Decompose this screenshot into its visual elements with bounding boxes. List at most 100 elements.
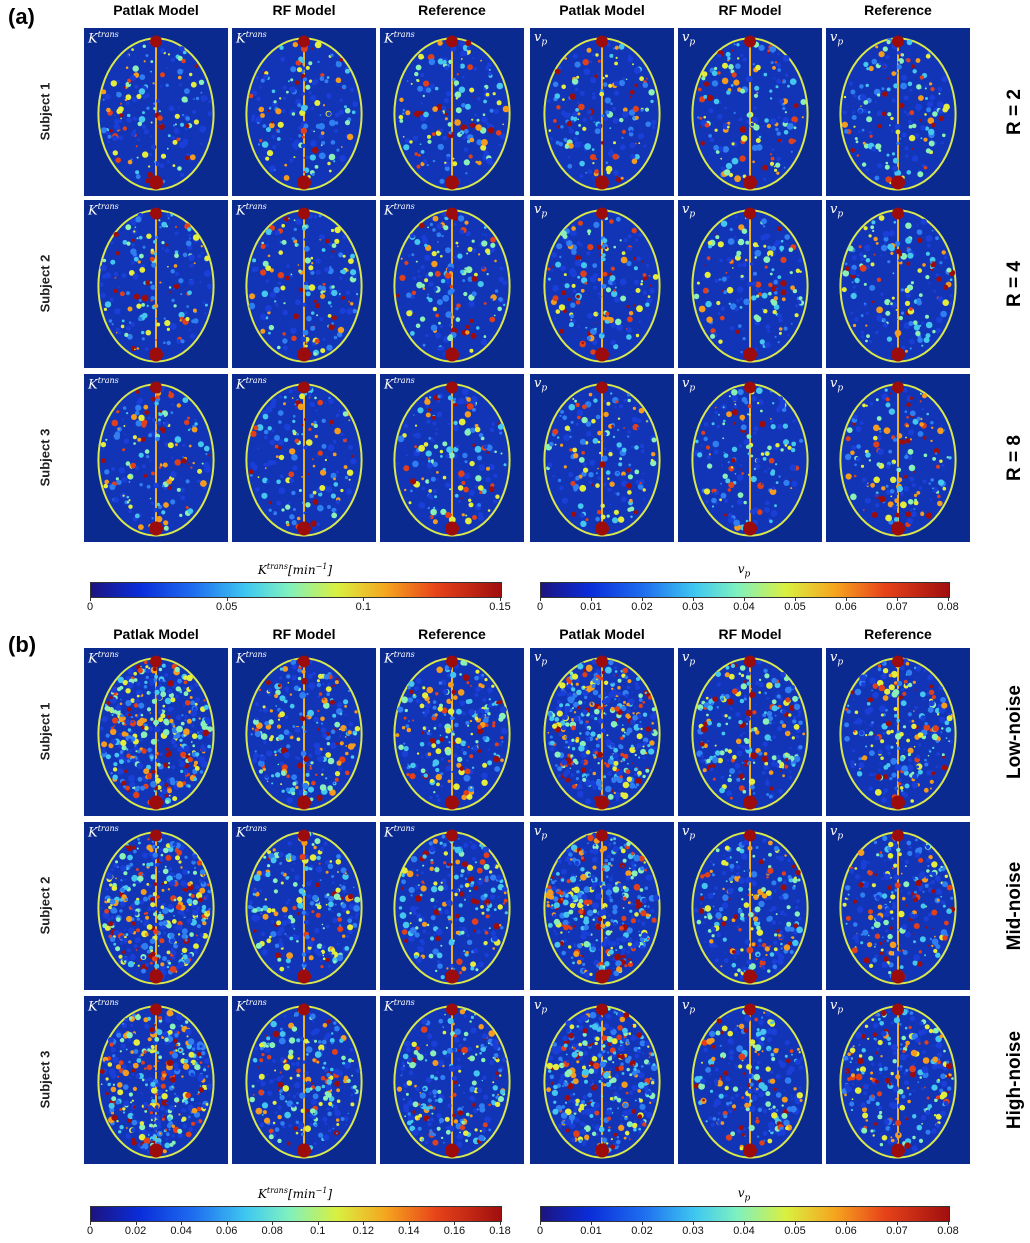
map-type-tag: Ktrans: [88, 30, 119, 47]
colorbar-tick-label: 0.06: [835, 601, 857, 613]
colorbar-tick-mark: [540, 597, 541, 601]
colorbar-tick-label: 0.04: [733, 1225, 755, 1237]
map-type-tag: Ktrans: [236, 650, 267, 667]
brain-map-image: vp: [826, 996, 970, 1164]
colorbar-title: vp: [737, 1186, 751, 1204]
brain-map-image: Ktrans: [232, 200, 376, 368]
brain-map-image: Ktrans: [232, 996, 376, 1164]
map-type-tag: Ktrans: [88, 824, 119, 841]
colorbar-tick-label: 0: [536, 601, 544, 613]
brain-map-image: Ktrans: [84, 200, 228, 368]
colorbar-tick-label: 0.04: [170, 1225, 192, 1237]
brain-map-image: Ktrans: [380, 374, 524, 542]
colorbar-tick-mark: [897, 1221, 898, 1225]
colorbar-tick-mark: [272, 1221, 274, 1225]
colorbar-tick-label: 0.03: [682, 601, 704, 613]
brain-map-image: Ktrans: [84, 648, 228, 816]
colorbar-tick-label: 0.02: [631, 601, 653, 613]
brain-map-image: Ktrans: [84, 996, 228, 1164]
colorbar-tick-mark: [90, 1221, 91, 1225]
map-type-tag: vp: [682, 202, 696, 220]
brain-map-image: Ktrans: [380, 200, 524, 368]
colorbar-tick-label: 0.01: [580, 1225, 602, 1237]
column-header: Patlak Model: [559, 2, 645, 18]
colorbar-tick-label: 0.14: [398, 1225, 420, 1237]
brain-map-image: Ktrans: [380, 822, 524, 990]
colorbar-tick-label: 0.08: [261, 1225, 283, 1237]
map-type-tag: vp: [682, 998, 696, 1016]
colorbar: [90, 1206, 502, 1222]
colorbar-tick-mark: [846, 1221, 847, 1225]
map-type-tag: vp: [534, 376, 548, 394]
brain-map-image: vp: [530, 374, 674, 542]
colorbar-tick-label: 0.07: [886, 1225, 908, 1237]
map-type-tag: Ktrans: [384, 202, 415, 219]
column-header: Reference: [864, 626, 932, 642]
colorbar-tick-mark: [897, 597, 898, 601]
brain-map-image: vp: [826, 648, 970, 816]
map-type-tag: Ktrans: [236, 30, 267, 47]
colorbar-tick-mark: [226, 1221, 228, 1225]
map-type-tag: Ktrans: [384, 376, 415, 393]
map-type-tag: Ktrans: [236, 376, 267, 393]
brain-map-image: vp: [678, 28, 822, 196]
colorbar-tick-label: 0.03: [682, 1225, 704, 1237]
brain-map-image: vp: [826, 200, 970, 368]
colorbar-tick-label: 0.08: [937, 601, 959, 613]
colorbar: [540, 1206, 950, 1222]
map-type-tag: vp: [534, 650, 548, 668]
map-type-tag: vp: [534, 824, 548, 842]
colorbar: [540, 582, 950, 598]
colorbar-tick-mark: [540, 1221, 541, 1225]
map-type-tag: vp: [830, 650, 844, 668]
map-type-tag: Ktrans: [384, 650, 415, 667]
column-header: RF Model: [718, 2, 782, 18]
panel-a-label: (a): [8, 4, 35, 29]
map-type-tag: vp: [534, 202, 548, 220]
colorbar-tick-mark: [454, 1221, 456, 1225]
column-header: Reference: [418, 2, 486, 18]
colorbar-tick-mark: [226, 597, 228, 601]
brain-map-image: vp: [678, 648, 822, 816]
colorbar-tick-mark: [181, 1221, 183, 1225]
map-type-tag: Ktrans: [88, 376, 119, 393]
colorbar-tick-label: 0: [86, 1225, 94, 1237]
colorbar-tick-mark: [135, 1221, 137, 1225]
colorbar-title: vp: [737, 562, 751, 580]
colorbar-tick-label: 0.16: [443, 1225, 466, 1237]
colorbar-tick-mark: [317, 1221, 319, 1225]
brain-map-image: Ktrans: [380, 648, 524, 816]
brain-map-image: vp: [530, 648, 674, 816]
colorbar-tick-mark: [408, 1221, 410, 1225]
map-type-tag: Ktrans: [236, 824, 267, 841]
subject-row-label: Subject 3: [37, 428, 53, 487]
brain-map-image: vp: [826, 822, 970, 990]
map-type-tag: vp: [830, 202, 844, 220]
brain-map-image: vp: [530, 28, 674, 196]
brain-map-image: Ktrans: [84, 28, 228, 196]
column-header: RF Model: [272, 626, 336, 642]
map-type-tag: vp: [682, 650, 696, 668]
column-header: Patlak Model: [113, 2, 199, 18]
map-type-tag: Ktrans: [236, 998, 267, 1015]
map-type-tag: vp: [682, 824, 696, 842]
map-type-tag: vp: [682, 30, 696, 48]
condition-label: Mid-noise: [1004, 861, 1025, 951]
colorbar-tick-mark: [363, 597, 365, 601]
colorbar-tick-mark: [591, 1221, 592, 1225]
colorbar-tick-label: 0.18: [489, 1225, 511, 1237]
colorbar-tick-label: 0.1: [355, 601, 371, 613]
map-type-tag: vp: [534, 30, 548, 48]
brain-map-image: vp: [826, 28, 970, 196]
map-type-tag: Ktrans: [384, 998, 415, 1015]
map-type-tag: vp: [830, 824, 844, 842]
colorbar-tick-label: 0.01: [580, 601, 602, 613]
column-header: RF Model: [272, 2, 336, 18]
condition-label: High-noise: [1004, 1030, 1025, 1130]
column-header: RF Model: [718, 626, 782, 642]
map-type-tag: Ktrans: [236, 202, 267, 219]
map-type-tag: vp: [830, 376, 844, 394]
subject-row-label: Subject 3: [37, 1050, 53, 1109]
colorbar-title: Ktrans[min−1]: [257, 1186, 333, 1201]
column-header: Patlak Model: [559, 626, 645, 642]
